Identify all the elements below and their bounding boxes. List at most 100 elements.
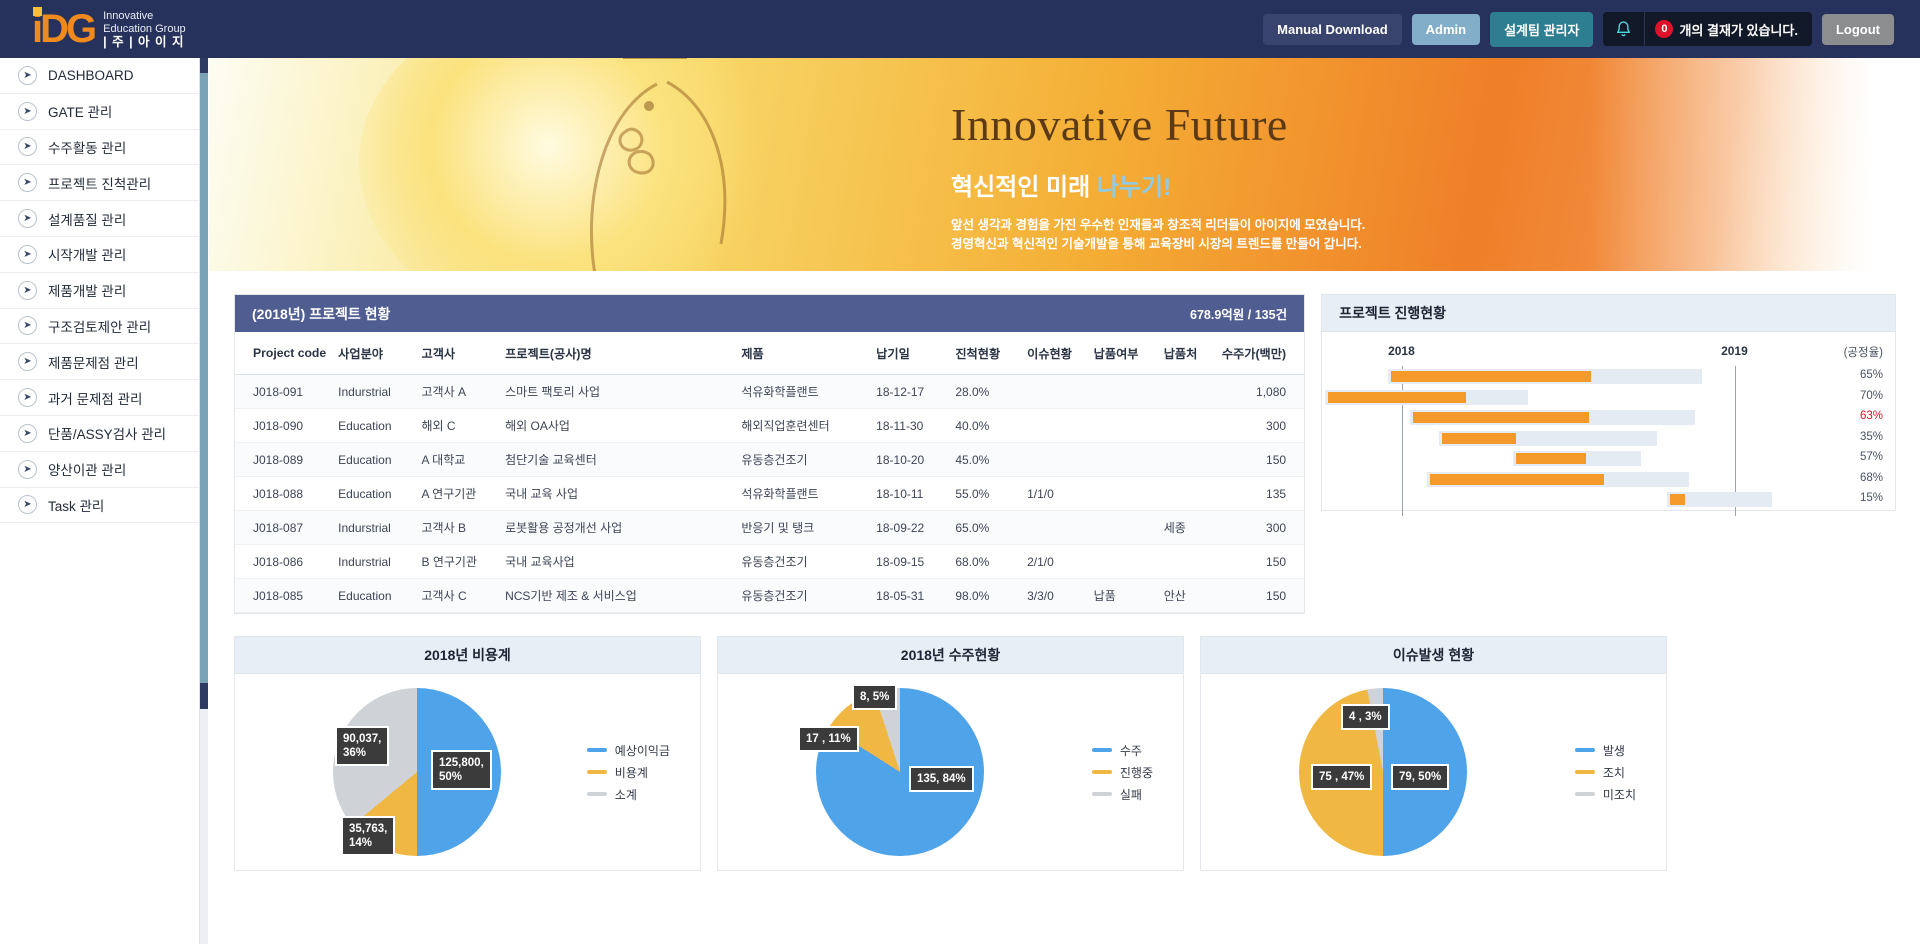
- banner-description: 앞선 생각과 경험을 가진 우수한 인재들과 창조적 리더들이 아이지에 모였습…: [951, 216, 1365, 254]
- legend-swatch: [1574, 748, 1595, 752]
- legend-item[interactable]: 진행중: [1091, 764, 1153, 781]
- column-header-progress: 진척현황: [949, 332, 1022, 375]
- manual-download-button[interactable]: Manual Download: [1263, 13, 1402, 45]
- sidebar-item-10[interactable]: ➤ 단품/ASSY검사 관리: [0, 416, 199, 452]
- gantt-axis-unit: (공정율): [1843, 347, 1883, 359]
- admin-button[interactable]: Admin: [1411, 13, 1481, 45]
- banner-fade: [1590, 58, 1920, 271]
- sidebar-item-12[interactable]: ➤ Task 관리: [0, 488, 199, 524]
- sidebar-item-8[interactable]: ➤ 제품문제점 관리: [0, 344, 199, 381]
- notification-message: 개의 결재가 있습니다.: [1679, 22, 1798, 38]
- pie-slice-label: 17 , 11%: [798, 726, 859, 752]
- legend-item[interactable]: 발생: [1574, 742, 1636, 759]
- gantt-panel-header: 프로젝트 진행현황: [1322, 295, 1895, 332]
- cell-delivered: [1087, 544, 1158, 579]
- cell-customer: 고객사 B: [415, 510, 500, 545]
- cell-price: 300: [1215, 510, 1305, 545]
- legend-label: 예상이익금: [614, 743, 670, 758]
- pie-slice-label: 135, 84%: [909, 766, 974, 792]
- bell-icon[interactable]: [1603, 12, 1646, 46]
- dashboard-content: (2018년) 프로젝트 현황 678.9억원 / 135건 Project c…: [209, 271, 1920, 871]
- legend-swatch: [1091, 770, 1112, 774]
- legend-item[interactable]: 수주: [1091, 742, 1153, 759]
- logo-mark: iDG: [32, 7, 97, 49]
- dashboard-row-charts: 2018년 비용계 125,800, 50% 35,763, 14% 90,037, …: [234, 636, 1896, 871]
- cell-issue: 1/1/0: [1021, 476, 1088, 511]
- legend-swatch: [586, 770, 607, 774]
- sidebar-item-0[interactable]: ➤ DASHBOARD: [0, 58, 199, 94]
- sidebar-item-6[interactable]: ➤ 제품개발 관리: [0, 273, 199, 309]
- pie-chart-body: 135, 84% 17 , 11% 8, 5% 수주 진행중 실패: [718, 674, 1183, 870]
- sidebar-scrollbar[interactable]: [200, 58, 208, 944]
- cell-price: 1,080: [1215, 374, 1305, 409]
- sidebar-item-label: 제품개발 관리: [48, 284, 127, 300]
- legend-swatch: [586, 792, 607, 796]
- cell-delivered: [1087, 476, 1158, 511]
- cell-progress: 40.0%: [949, 408, 1022, 443]
- legend-label: 진행중: [1119, 765, 1153, 780]
- table-row[interactable]: J018-091 Indurstrial 고객사 A 스마트 팩토리 사업 석유화학플랜…: [235, 374, 1305, 409]
- gantt-row-6: 15%: [1322, 489, 1895, 510]
- sidebar-item-4[interactable]: ➤ 설계품질 관리: [0, 201, 199, 237]
- cell-progress: 65.0%: [949, 510, 1022, 545]
- sidebar-item-7[interactable]: ➤ 구조검토제안 관리: [0, 309, 199, 345]
- legend-item[interactable]: 조치: [1574, 764, 1636, 781]
- logo-tagline: Innovative Education Group | 주 | 아 이 지: [103, 10, 186, 49]
- table-row[interactable]: J018-088 Education A 연구기관 국내 교육 사업 석유화학플랜트 18…: [235, 476, 1305, 511]
- arrow-right-icon: ➤: [18, 65, 37, 85]
- legend-item[interactable]: 실패: [1091, 786, 1153, 803]
- cell-place: [1157, 442, 1216, 477]
- cell-progress: 55.0%: [949, 476, 1022, 511]
- arrow-right-icon: ➤: [18, 209, 37, 229]
- cell-issue: [1021, 442, 1088, 477]
- logo-line3: | 주 | 아 이 지: [103, 34, 185, 49]
- column-header-customer: 고객사: [415, 332, 500, 375]
- legend-item[interactable]: 비용계: [586, 764, 670, 781]
- gantt-percent-label: 35%: [1859, 430, 1883, 443]
- gantt-percent-label: 15%: [1859, 492, 1883, 504]
- table-row[interactable]: J018-089 Education A 대학교 첨단기술 교육센터 유동층건조기 18-…: [235, 442, 1305, 477]
- cell-place: [1157, 374, 1216, 409]
- legend-item[interactable]: 소계: [586, 786, 670, 803]
- sidebar-item-label: GATE 관리: [48, 105, 113, 121]
- sidebar-item-1[interactable]: ➤ GATE 관리: [0, 94, 199, 130]
- notification-area[interactable]: 0 개의 결재가 있습니다.: [1603, 12, 1812, 46]
- scrollbar-thumb[interactable]: [200, 73, 208, 683]
- legend-item[interactable]: 미조치: [1574, 786, 1636, 803]
- gantt-axis: 2018 2019 (공정율): [1322, 344, 1895, 364]
- dashboard-row-top: (2018년) 프로젝트 현황 678.9억원 / 135건 Project c…: [234, 294, 1896, 614]
- legend-swatch: [586, 748, 607, 752]
- cell-issue: [1021, 408, 1088, 443]
- design-team-button[interactable]: 설계팀 관리자: [1490, 11, 1594, 47]
- gantt-track: [1667, 492, 1773, 507]
- cell-product: 석유화학플랜트: [735, 374, 871, 409]
- arrow-right-icon: ➤: [18, 244, 37, 264]
- pie-slice-label: 4 , 3%: [1341, 704, 1390, 730]
- table-row[interactable]: J018-090 Education 해외 C 해외 OA사업 해외직업훈련센터 18-1…: [235, 408, 1305, 443]
- sidebar-item-9[interactable]: ➤ 과거 문제점 관리: [0, 380, 199, 416]
- cell-product: 유동층건조기: [735, 578, 871, 613]
- cell-field: Indurstrial: [332, 374, 416, 409]
- cell-name: 스마트 팩토리 사업: [499, 374, 736, 409]
- cell-place: 세종: [1157, 510, 1216, 545]
- legend-swatch: [1574, 770, 1595, 774]
- cell-date: 18-12-17: [870, 374, 950, 409]
- logout-button[interactable]: Logout: [1821, 13, 1894, 45]
- gantt-progress-bar: [1516, 453, 1587, 464]
- sidebar-item-3[interactable]: ➤ 프로젝트 진척관리: [0, 165, 199, 202]
- project-status-panel: (2018년) 프로젝트 현황 678.9억원 / 135건 Project c…: [234, 294, 1306, 614]
- sidebar-item-5[interactable]: ➤ 시작개발 관리: [0, 237, 199, 273]
- table-row[interactable]: J018-086 Indurstrial B 연구기관 국내 교육사업 유동층건조기 18…: [235, 544, 1305, 579]
- cell-name: NCS기반 제조 & 서비스업: [499, 578, 736, 613]
- table-row[interactable]: J018-085 Education 고객사 C NCS기반 제조 & 서비스업 유동층…: [235, 578, 1305, 613]
- gantt-row-2: 63%: [1322, 407, 1895, 428]
- legend-item[interactable]: 예상이익금: [586, 742, 670, 759]
- sidebar-item-2[interactable]: ➤ 수주활동 관리: [0, 130, 199, 166]
- banner-title: Innovative Future: [951, 99, 1288, 150]
- table-row[interactable]: J018-087 Indurstrial 고객사 B 로봇활용 공정개선 사업 반응기 …: [235, 510, 1305, 545]
- sidebar-item-11[interactable]: ➤ 양산이관 관리: [0, 452, 199, 488]
- brand-logo[interactable]: iDG Innovative Education Group | 주 | 아 이…: [0, 7, 186, 49]
- arrow-right-icon: ➤: [18, 459, 37, 479]
- legend-swatch: [1574, 792, 1595, 796]
